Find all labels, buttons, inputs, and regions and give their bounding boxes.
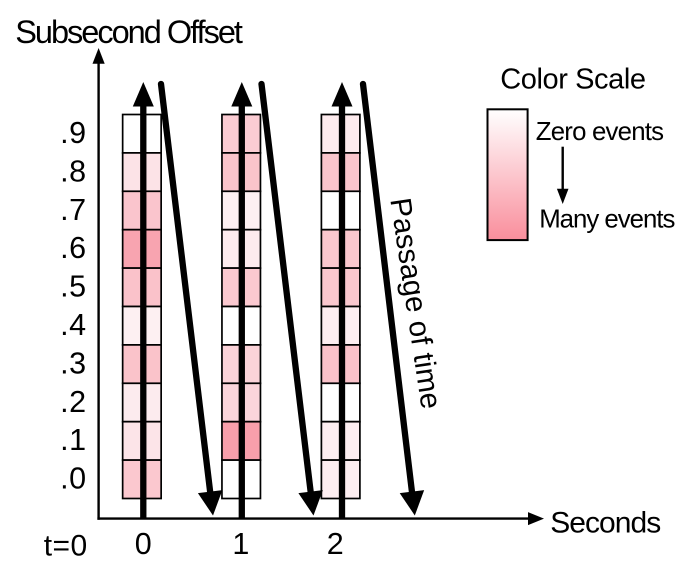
- svg-text:Many events: Many events: [539, 205, 674, 233]
- svg-text:Zero events: Zero events: [536, 118, 663, 146]
- svg-text:.3: .3: [60, 346, 86, 380]
- svg-text:Subsecond Offset: Subsecond Offset: [15, 14, 243, 50]
- svg-text:.4: .4: [60, 308, 86, 342]
- svg-text:.2: .2: [60, 385, 86, 419]
- svg-text:0: 0: [135, 527, 152, 561]
- svg-text:.7: .7: [60, 193, 86, 227]
- svg-text:.0: .0: [60, 462, 86, 496]
- svg-text:.5: .5: [60, 270, 86, 304]
- svg-text:.9: .9: [60, 116, 86, 150]
- svg-text:.6: .6: [60, 231, 86, 265]
- svg-text:1: 1: [232, 527, 249, 561]
- svg-text:.1: .1: [60, 423, 86, 457]
- svg-text:Color Scale: Color Scale: [500, 63, 645, 95]
- svg-text:Seconds: Seconds: [550, 507, 660, 540]
- svg-text:.8: .8: [60, 154, 86, 188]
- svg-text:t=0: t=0: [44, 530, 88, 563]
- svg-text:2: 2: [327, 527, 344, 561]
